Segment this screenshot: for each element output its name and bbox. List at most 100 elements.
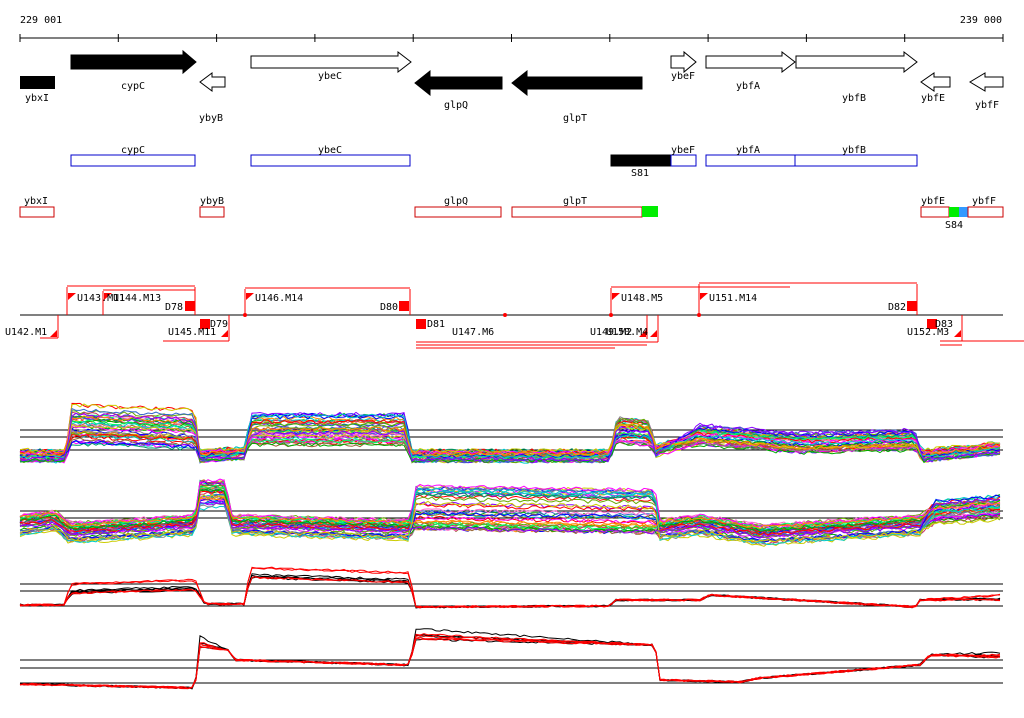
feature-U147-M6[interactable]: U147.M6 (452, 327, 494, 338)
gene-label-glpT: glpT (563, 113, 587, 124)
feature-U151-M14[interactable]: U151.M14 (709, 293, 757, 304)
blue-label-ybfA: ybfA (736, 145, 760, 156)
segment-S81[interactable] (610, 154, 672, 167)
gene-cypC[interactable]: cypC (70, 49, 197, 92)
signal-line (19, 497, 1001, 539)
gene-label-glpQ: glpQ (444, 100, 468, 111)
gene-ybfF[interactable]: ybfF (969, 72, 1004, 111)
feature-D83[interactable]: D83 (935, 319, 953, 330)
blue-box-ybfB[interactable] (794, 154, 918, 167)
signal-line (19, 633, 1001, 690)
gene-ybeF[interactable]: ybeF (670, 50, 697, 82)
red-label-ybfE: ybfE (921, 196, 945, 207)
feature-D79[interactable]: D79 (210, 319, 228, 330)
gene-glpQ[interactable]: glpQ (414, 69, 503, 111)
red-box-ybxI[interactable] (19, 206, 55, 218)
signal-line (19, 423, 1001, 453)
signal-line (19, 494, 1001, 543)
feature-D81-marker[interactable] (416, 319, 426, 329)
blue-label-ybeC: ybeC (318, 145, 342, 156)
feature-D83-marker[interactable] (927, 319, 937, 329)
blue-box-ybfA[interactable] (705, 154, 796, 167)
feature-U152-M3[interactable]: U152.M3 (907, 327, 949, 338)
feature-U148-M5[interactable]: U148.M5 (621, 293, 663, 304)
gene-label-ybeC: ybeC (318, 71, 342, 82)
signal-panel-reverse-summary (19, 628, 1003, 690)
red-segment-track: ybxI ybyB glpQ glpT ybfE ybfF S84 (19, 196, 1004, 231)
feature-D82-marker[interactable] (907, 301, 917, 311)
gene-ybyB[interactable]: ybyB (199, 72, 226, 124)
blue-label-cypC: cypC (121, 145, 145, 156)
green-marker (642, 206, 658, 217)
red-box-ybyB[interactable] (199, 206, 225, 218)
gene-ybfB[interactable]: ybfB (795, 50, 918, 104)
gene-label-ybfE: ybfE (921, 93, 945, 104)
feature-U142-M1[interactable]: U142.M1 (5, 327, 47, 338)
gene-glpT[interactable]: glpT (511, 69, 643, 124)
signal-line (19, 628, 1001, 689)
signal-line (19, 634, 1001, 689)
gene-label-ybfA: ybfA (736, 81, 760, 92)
feature-D78-marker[interactable] (185, 301, 195, 311)
signal-line (19, 479, 1001, 536)
blue-label-ybfB: ybfB (842, 145, 866, 156)
feature-U143-M11[interactable]: U143.M11 (77, 293, 125, 304)
red-box-glpQ[interactable] (414, 206, 502, 218)
gene-label-ybxI: ybxI (25, 93, 49, 104)
red-label-ybxI: ybxI (24, 196, 48, 207)
feature-track: U143.M11 U144.M13 D78 U146.M14 D80 U148.… (5, 282, 1024, 349)
segment-label-S84: S84 (945, 220, 963, 231)
red-box-ybfE[interactable] (920, 206, 950, 218)
feature-U146-M14[interactable]: U146.M14 (255, 293, 303, 304)
blue-box-cypC[interactable] (70, 154, 196, 167)
gene-track: ybxI cypC ybyB ybeC glpQ glpT ybeF ybfA (20, 49, 1004, 124)
gene-ybfA[interactable]: ybfA (705, 50, 796, 92)
feature-D81[interactable]: D81 (427, 319, 445, 330)
red-label-glpQ: glpQ (444, 196, 468, 207)
feature-D79-marker[interactable] (200, 319, 210, 329)
blue-label-ybeF: ybeF (671, 145, 695, 156)
signal-line (19, 489, 1000, 536)
feature-D78[interactable]: D78 (165, 302, 183, 313)
red-box-ybfF[interactable] (967, 206, 1004, 218)
signal-line (19, 478, 1001, 528)
gene-label-ybfB: ybfB (842, 93, 866, 104)
feature-D80[interactable]: D80 (380, 302, 398, 313)
signal-line (19, 634, 1000, 689)
gene-ybxI[interactable]: ybxI (20, 76, 55, 104)
signal-line (19, 407, 1001, 464)
segment-label-S81: S81 (631, 168, 649, 179)
signal-line (19, 637, 1001, 689)
signal-line (19, 438, 1001, 464)
blue-box-ybeF[interactable] (670, 154, 697, 167)
coordinate-ruler: 229 001 239 000 (19, 15, 1004, 42)
signal-line (19, 576, 1001, 609)
ruler-start-label: 229 001 (20, 15, 62, 26)
feature-U145-M11[interactable]: U145.M11 (168, 327, 216, 338)
blue-segment-track: cypC ybeC ybeF S81 ybfA ybfB (70, 145, 918, 179)
feature-U150-M4[interactable]: U150.M4 (606, 327, 648, 338)
gene-ybeC[interactable]: ybeC (250, 50, 412, 82)
signal-panel-forward-multi (19, 402, 1003, 464)
signal-line (19, 488, 1001, 533)
feature-U144-M13[interactable]: U144.M13 (113, 293, 161, 304)
gene-label-ybeF: ybeF (671, 71, 695, 82)
feature-D82[interactable]: D82 (888, 302, 906, 313)
signal-line (19, 638, 1001, 690)
signal-panel-reverse-multi (19, 478, 1003, 547)
blue-box-ybeC[interactable] (250, 154, 411, 167)
signal-line (19, 636, 1000, 690)
ruler-end-label: 239 000 (960, 15, 1002, 26)
green-marker-s84 (949, 207, 959, 217)
gene-ybfE[interactable]: ybfE (920, 72, 951, 104)
red-box-glpT[interactable] (511, 206, 643, 218)
gene-label-ybyB: ybyB (199, 113, 223, 124)
feature-D80-marker[interactable] (399, 301, 409, 311)
signal-line (19, 496, 1001, 530)
signal-line (19, 487, 1001, 546)
ruler-ticks (19, 34, 1004, 42)
feature-U149-M2[interactable]: U149.M2 (590, 327, 632, 338)
red-label-glpT: glpT (563, 196, 587, 207)
